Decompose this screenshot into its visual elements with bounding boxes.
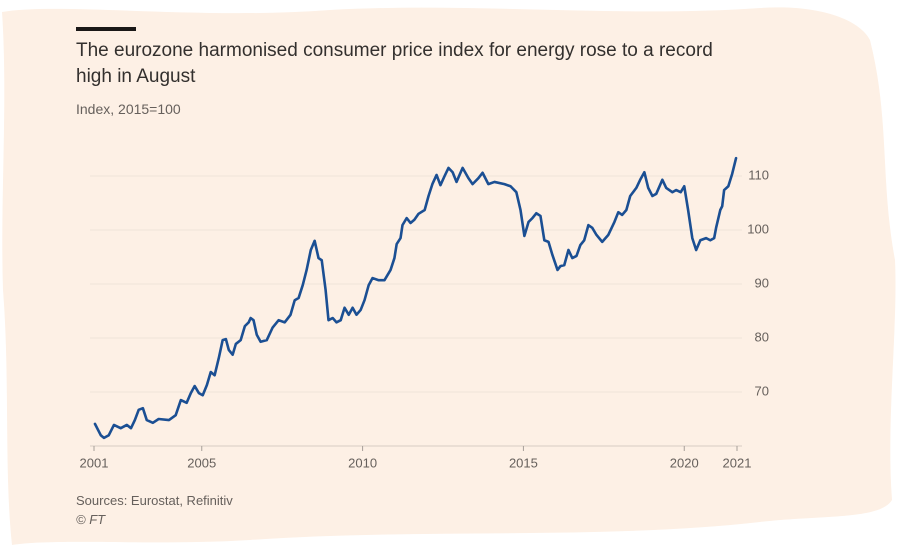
x-tick-label: 2001 [80, 455, 109, 470]
credit: © FT [76, 512, 106, 527]
x-tick-label: 2015 [509, 455, 538, 470]
x-tick-label: 2005 [187, 455, 216, 470]
chart-subtitle: Index, 2015=100 [76, 101, 181, 117]
y-tick-label: 90 [755, 275, 769, 290]
source-note: Sources: Eurostat, Refinitiv [76, 493, 233, 508]
x-tick-label: 2020 [670, 455, 699, 470]
chart-title: The eurozone harmonised consumer price i… [76, 40, 713, 87]
paper-background [2, 7, 896, 546]
x-tick-label: 2010 [348, 455, 377, 470]
x-tick-label: 2021 [723, 455, 752, 470]
y-tick-label: 110 [748, 167, 769, 182]
y-tick-label: 70 [755, 383, 769, 398]
accent-bar [76, 27, 136, 31]
y-tick-label: 80 [755, 329, 769, 344]
y-tick-label: 100 [747, 221, 769, 236]
data-line [93, 156, 738, 440]
